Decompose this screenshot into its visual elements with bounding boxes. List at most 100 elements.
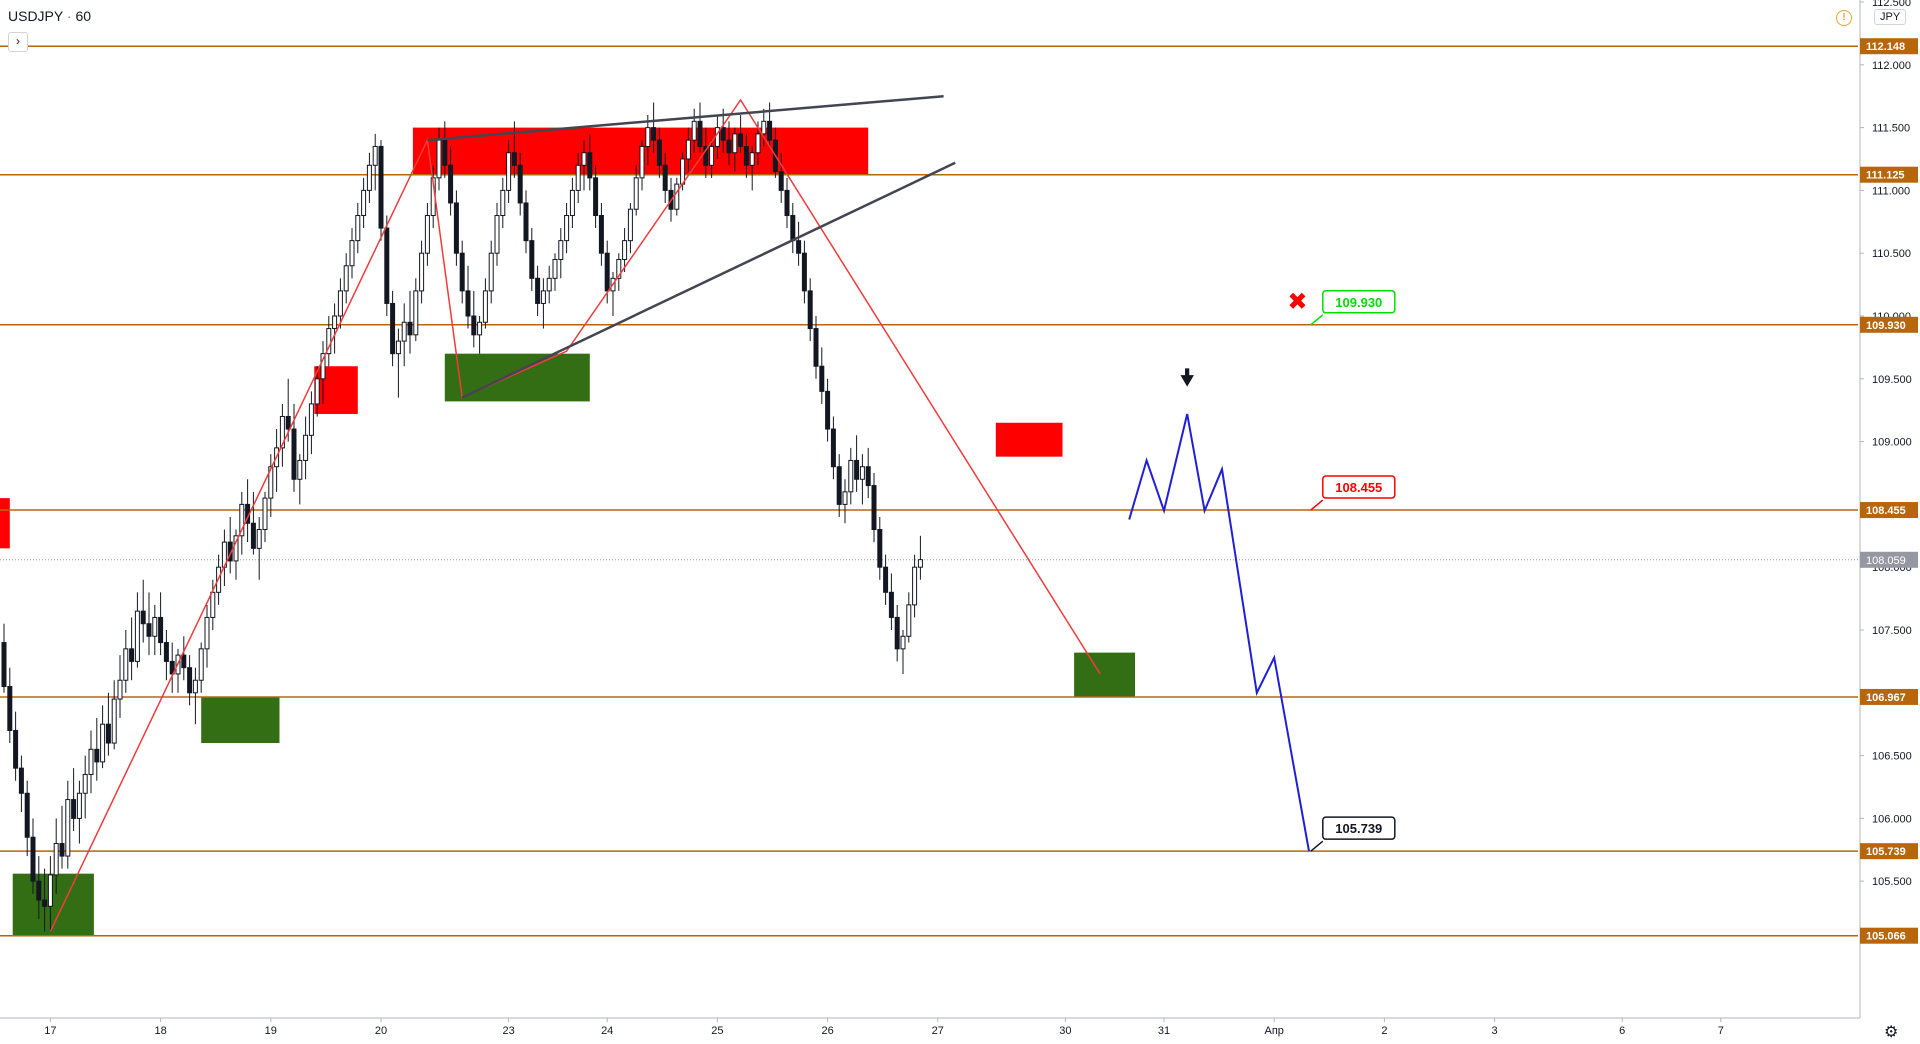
candle-body (523, 202, 529, 242)
candle-body (743, 145, 749, 166)
candle-body (871, 485, 877, 531)
candle-body (732, 133, 738, 154)
currency-badge[interactable]: JPY (1874, 9, 1907, 25)
level-price-label: 111.125 (1866, 170, 1905, 182)
projection-path (1128, 413, 1310, 852)
candle-body (912, 566, 918, 606)
candle-body (517, 164, 523, 204)
level-price-tag (1860, 316, 1918, 333)
level-price-label: 108.455 (1866, 505, 1906, 517)
candle-body (366, 164, 372, 191)
candle-body (459, 252, 465, 292)
candle-body (53, 843, 59, 876)
candle-body (726, 139, 732, 154)
candle-body (883, 566, 889, 593)
time-tick-label: Апр (1264, 1025, 1283, 1037)
candle-body (169, 660, 175, 675)
time-tick-label: 31 (1158, 1025, 1170, 1037)
candle-body (645, 127, 651, 147)
candle-body (738, 133, 744, 147)
trendline (461, 161, 956, 399)
candle-body (529, 240, 535, 279)
demand-zone (201, 696, 280, 744)
expand-legend-button[interactable]: › (8, 32, 28, 52)
interval-label: 60 (75, 8, 92, 24)
candle-body (888, 591, 894, 618)
candle-body (674, 183, 680, 210)
target-pointer (1310, 314, 1324, 326)
level-price-label: 105.066 (1866, 931, 1906, 943)
symbol-header[interactable]: USDJPY · 60 (8, 8, 91, 24)
candle-body (627, 208, 633, 242)
candle-body (297, 459, 303, 480)
candle-body (471, 315, 477, 336)
level-price-label: 109.930 (1866, 320, 1906, 332)
plot-area[interactable]: 109.930 108.455 105.739 ✖ 🠟 (0, 45, 1858, 937)
time-tick-label: 27 (932, 1025, 944, 1037)
price-tick-label: 105.500 (1872, 876, 1912, 888)
candle-body (604, 252, 610, 292)
time-tick-label: 2 (1381, 1025, 1387, 1037)
warning-icon[interactable]: ! (1836, 10, 1852, 26)
level-price-label: 112.148 (1866, 41, 1905, 53)
candle-body (94, 748, 100, 763)
candle-body (558, 240, 564, 260)
last-price-label: 108.059 (1866, 555, 1906, 567)
time-tick-label: 24 (601, 1025, 613, 1037)
candle-body (813, 328, 819, 367)
candle-body (250, 522, 256, 549)
candle-body (680, 158, 686, 185)
candle-body (361, 189, 367, 217)
candle-body (163, 642, 169, 662)
candle-body (691, 120, 697, 141)
candle-body (569, 189, 575, 217)
candle-body (477, 321, 483, 336)
candle-body (506, 152, 512, 191)
candle-body (581, 152, 587, 166)
time-axis[interactable]: 17 18 19 20 23 24 25 26 27 30 31 Апр 2 3 6 7 (0, 1017, 1860, 1037)
candle-body (500, 189, 506, 217)
price-tick-label: 106.000 (1872, 813, 1912, 825)
down-arrow-icon: 🠟 (1180, 366, 1194, 391)
gear-icon[interactable]: ⚙ (1884, 1024, 1899, 1041)
candle-body (47, 874, 53, 907)
target-label-text: 109.930 (1335, 295, 1382, 310)
candle-body (703, 145, 709, 166)
candle-body (76, 792, 82, 819)
candle-body (332, 315, 338, 330)
candle-body (488, 252, 494, 292)
price-tick-label: 109.000 (1872, 437, 1912, 449)
candle-body (442, 139, 448, 166)
candle-body (372, 145, 378, 166)
candle-body (134, 610, 140, 662)
candle-body (413, 290, 419, 336)
candle-body (158, 616, 164, 644)
candle-body (575, 164, 581, 191)
candle-body (88, 748, 94, 775)
price-axis[interactable]: 105.500106.000106.500107.500108.000109.0… (1859, 0, 1920, 1044)
level-price-tag (1860, 502, 1918, 519)
time-tick-label: 20 (375, 1025, 387, 1037)
candle-body (598, 215, 604, 254)
price-tick-label: 110.500 (1872, 248, 1911, 260)
candle-body (494, 215, 500, 254)
level-price-tag (1860, 38, 1918, 55)
target-pointer (1310, 840, 1324, 852)
zigzag-line (49, 98, 1101, 932)
candle-body (384, 227, 390, 304)
candle-body (842, 491, 848, 505)
candle-body (59, 843, 65, 857)
candle-body (865, 466, 871, 487)
candle-body (622, 240, 628, 260)
candle-body (796, 240, 802, 254)
price-tick-label: 111.500 (1872, 123, 1910, 135)
candle-body (656, 139, 662, 166)
candle-body (784, 189, 790, 217)
candle-body (854, 459, 860, 480)
candle-body (511, 152, 517, 166)
time-tick-label: 30 (1059, 1025, 1071, 1037)
candle-body (30, 836, 36, 882)
candle-body (685, 139, 691, 160)
candle-body (198, 648, 204, 681)
